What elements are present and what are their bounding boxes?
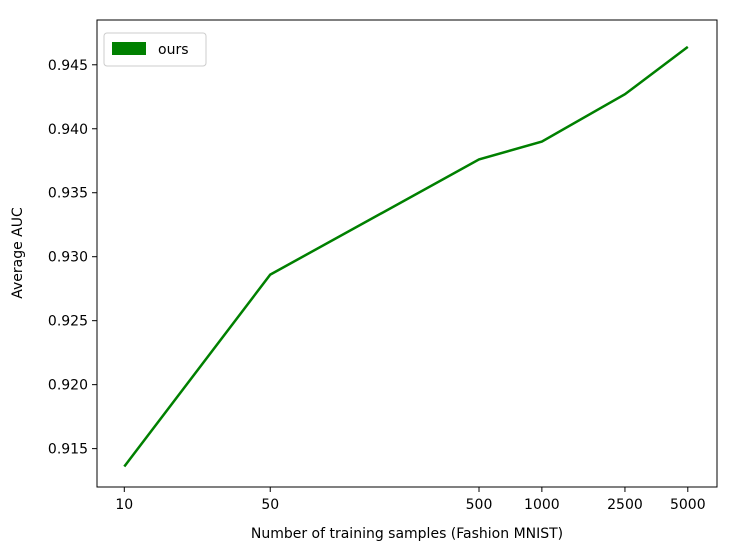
y-tick-label: 0.915: [48, 442, 88, 458]
legend-swatch: [112, 42, 146, 55]
x-tick-label: 2500: [607, 497, 643, 513]
plot-frame: [96, 19, 718, 488]
y-tick-label: 0.935: [48, 186, 88, 202]
legend-box: [103, 32, 207, 67]
y-tick-label: 0.925: [48, 314, 88, 330]
y-tick-label: 0.945: [48, 58, 88, 74]
y-tick-label: 0.940: [48, 122, 88, 138]
x-axis-label: Number of training samples (Fashion MNIS…: [251, 526, 563, 542]
x-tick-label: 10: [115, 497, 133, 513]
x-tick-label: 5000: [670, 497, 706, 513]
y-axis-label: Average AUC: [10, 207, 26, 299]
legend-label: ours: [158, 42, 189, 58]
y-tick-label: 0.920: [48, 378, 88, 394]
x-tick-label: 500: [466, 497, 493, 513]
x-tick-label: 50: [261, 497, 279, 513]
line-series: [123, 45, 689, 468]
x-tick-label: 1000: [524, 497, 560, 513]
y-tick-label: 0.930: [48, 250, 88, 266]
